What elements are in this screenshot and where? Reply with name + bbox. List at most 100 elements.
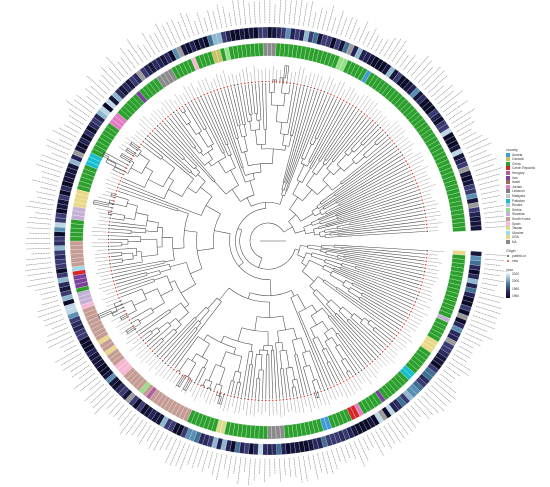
year-ring-cell bbox=[262, 26, 268, 39]
branch bbox=[282, 134, 285, 146]
branch bbox=[151, 327, 158, 333]
tip-label bbox=[446, 366, 461, 377]
inner-tip-label bbox=[183, 86, 192, 100]
legend-swatch bbox=[506, 235, 510, 240]
inner-tip-label bbox=[126, 335, 138, 345]
tip-label bbox=[72, 365, 90, 378]
inner-tip-label bbox=[116, 320, 129, 328]
inner-tip-label bbox=[153, 110, 162, 121]
tip-label bbox=[127, 49, 140, 66]
branch bbox=[289, 86, 301, 136]
branch bbox=[335, 288, 398, 333]
branch bbox=[250, 351, 254, 365]
inner-tip-label bbox=[300, 67, 305, 84]
tip-point bbox=[425, 260, 428, 263]
legend-label: publish.ct bbox=[512, 253, 526, 258]
inner-tip-label bbox=[99, 274, 111, 277]
branch bbox=[273, 350, 277, 399]
tip-label bbox=[340, 17, 347, 36]
branch-arc bbox=[141, 288, 147, 300]
branch bbox=[110, 248, 137, 250]
branch bbox=[352, 131, 382, 160]
branch bbox=[358, 298, 402, 327]
branch-arc bbox=[310, 222, 313, 226]
branch bbox=[352, 282, 410, 312]
branch bbox=[317, 336, 325, 350]
tip-point bbox=[108, 220, 111, 223]
branch bbox=[326, 112, 361, 161]
inner-tip-label bbox=[101, 193, 114, 198]
branch-arc bbox=[316, 206, 319, 209]
branch bbox=[321, 194, 336, 205]
branch-arc bbox=[199, 150, 203, 154]
legend-swatch bbox=[506, 230, 510, 235]
inner-tip-label bbox=[283, 401, 286, 416]
branch bbox=[322, 158, 404, 208]
branch bbox=[219, 287, 230, 301]
tip-label bbox=[46, 144, 69, 155]
inner-tip-label bbox=[135, 346, 147, 357]
country-ring-cell bbox=[271, 425, 277, 440]
inner-tip-label bbox=[344, 382, 352, 396]
inner-tip-label bbox=[381, 120, 388, 127]
branch bbox=[335, 346, 344, 360]
branch bbox=[340, 267, 417, 296]
branch bbox=[238, 262, 244, 267]
branch bbox=[198, 368, 206, 384]
branch bbox=[248, 84, 253, 115]
branch bbox=[279, 350, 283, 369]
branch-arc bbox=[231, 380, 235, 382]
branch bbox=[309, 285, 315, 292]
branch bbox=[306, 161, 310, 167]
inner-tip-label bbox=[191, 385, 198, 397]
branch-arc bbox=[213, 213, 221, 249]
tip-label bbox=[26, 247, 51, 250]
tip-point bbox=[357, 108, 360, 111]
branch bbox=[197, 248, 214, 251]
inner-tip-label bbox=[113, 311, 124, 317]
branch bbox=[251, 83, 256, 114]
inner-tip-label bbox=[161, 101, 171, 114]
inner-tip-label bbox=[151, 113, 160, 123]
branch bbox=[329, 361, 341, 382]
inner-tip-label bbox=[413, 308, 428, 316]
inner-tip-label bbox=[425, 275, 439, 279]
branch-arc bbox=[338, 306, 343, 312]
inner-tip-label bbox=[238, 399, 242, 414]
tip-point bbox=[293, 397, 295, 400]
tip-label bbox=[474, 164, 495, 172]
branch bbox=[337, 257, 422, 279]
branch bbox=[289, 197, 298, 210]
branch-arc bbox=[241, 167, 244, 169]
branch bbox=[319, 231, 325, 233]
branch bbox=[142, 330, 151, 338]
branch-arc bbox=[335, 201, 337, 204]
inner-tip-label bbox=[154, 364, 165, 376]
branch bbox=[324, 202, 337, 210]
tip-point bbox=[109, 213, 112, 216]
inner-tip-label bbox=[135, 130, 145, 138]
branch bbox=[309, 95, 331, 144]
branch bbox=[336, 190, 418, 218]
branch bbox=[302, 270, 315, 282]
branch-arc bbox=[280, 133, 288, 136]
inner-tip-label bbox=[180, 378, 185, 386]
branch bbox=[242, 167, 246, 176]
tip-label bbox=[84, 384, 104, 402]
tip-label bbox=[105, 56, 125, 78]
branch bbox=[121, 252, 133, 255]
branch-arc bbox=[360, 143, 364, 146]
branch bbox=[258, 369, 260, 379]
branch bbox=[314, 212, 321, 217]
branch bbox=[360, 296, 404, 324]
branch bbox=[303, 367, 311, 394]
branch bbox=[113, 262, 165, 275]
inner-tip-label bbox=[383, 123, 390, 130]
branch bbox=[334, 149, 398, 195]
tip-point bbox=[316, 88, 319, 91]
branch bbox=[314, 97, 334, 139]
branch bbox=[120, 310, 137, 319]
inner-tip-label bbox=[393, 341, 403, 350]
inner-tip-label bbox=[155, 361, 162, 370]
tip-label bbox=[399, 55, 409, 68]
